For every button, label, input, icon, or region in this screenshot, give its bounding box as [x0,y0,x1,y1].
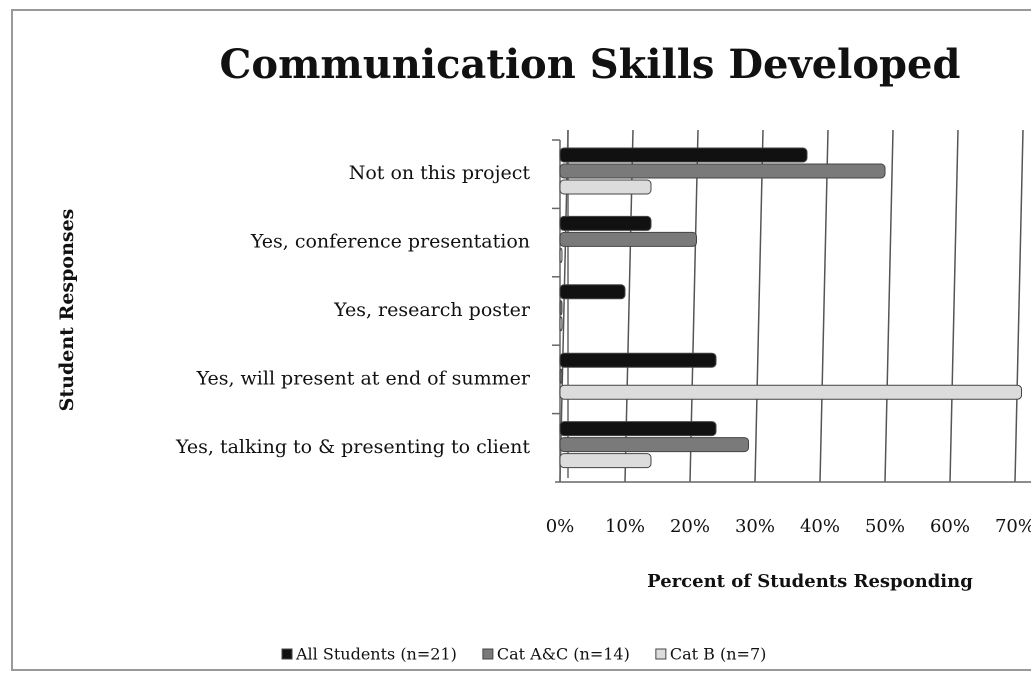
grid-line [754,129,764,483]
y-tick-label: Yes, conference presentation [250,231,530,253]
bar [559,147,808,163]
bar [559,421,717,437]
y-tick-label: Not on this project [349,162,531,184]
bar [559,352,717,368]
y-axis-label: Student Responses [56,209,78,412]
x-tick-label: 10% [605,516,645,537]
x-tick-label: 40% [800,516,840,537]
chart-title: Communication Skills Developed [220,41,961,88]
grid-line [884,129,894,483]
bar [559,437,749,453]
bar [559,247,563,263]
bar [559,179,652,195]
chart-frame [11,9,1031,671]
bar [559,231,697,247]
x-tick-label: 50% [865,516,905,537]
x-tick-label: 0% [546,516,575,537]
x-tick-label: 20% [670,516,710,537]
x-tick-label: 30% [735,516,775,537]
x-tick-label: 70% [995,516,1031,537]
legend-swatch [482,648,494,660]
legend-label: All Students (n=21) [295,645,457,664]
legend-label: Cat B (n=7) [670,645,767,664]
y-tick-label: Yes, research poster [333,299,531,321]
legend-swatch [655,648,667,660]
y-tick-label: Yes, talking to & presenting to client [175,436,530,458]
legend-swatch [281,648,293,660]
legend-label: Cat A&C (n=14) [497,645,630,664]
bar [559,453,652,469]
grid-line [1014,129,1024,483]
bar [559,368,563,384]
bar [559,316,563,332]
y-tick-label: Yes, will present at end of summer [196,367,531,389]
x-axis-label: Percent of Students Responding [647,571,973,592]
bar [559,215,652,231]
bar [559,284,626,300]
bar [559,300,563,316]
grid-line [949,129,959,483]
bar [559,384,1022,400]
grid-line [819,129,829,483]
x-tick-label: 60% [930,516,970,537]
bar [559,163,886,179]
